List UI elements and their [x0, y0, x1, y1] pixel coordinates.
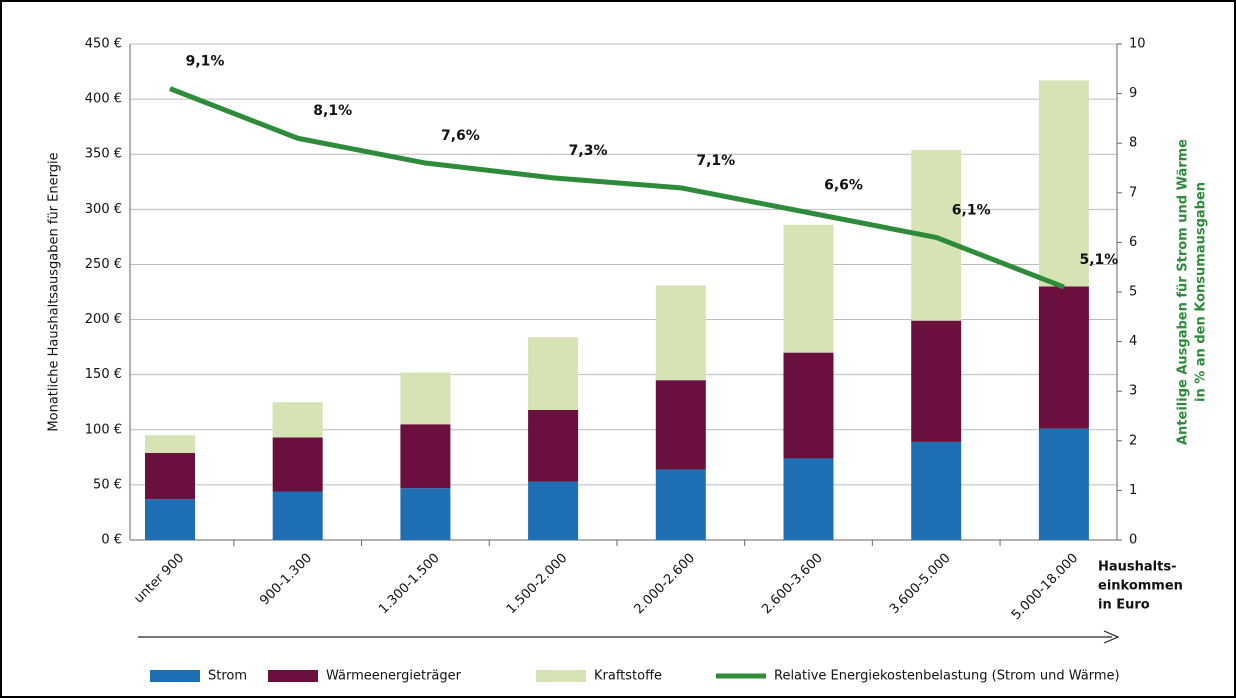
legend-label: Strom — [208, 669, 247, 684]
bar — [911, 320, 962, 442]
legend-label: Wärmeenergieträger — [326, 669, 462, 684]
bar — [400, 424, 451, 489]
y2-axis-label: in % an den Konsumausgaben — [1194, 182, 1209, 402]
data-label: 5,1% — [1079, 252, 1118, 268]
y-axis-label: Monatliche Haushaltsausgaben für Energie — [47, 152, 62, 431]
x-axis-label: Haushalts- — [1098, 560, 1176, 575]
data-label: 6,6% — [824, 178, 863, 194]
data-label: 9,1% — [186, 54, 225, 70]
arrow-head — [1103, 630, 1120, 644]
bar — [655, 285, 706, 381]
y-tick-label: 150 € — [85, 367, 122, 382]
y2-tick-label: 10 — [1129, 37, 1146, 52]
bar — [528, 481, 579, 540]
bar — [1038, 428, 1089, 540]
legend-swatch — [268, 670, 318, 682]
bar — [911, 441, 962, 540]
y2-axis-label: Anteilige Ausgaben für Strom und Wärme — [1176, 139, 1191, 445]
data-label: 8,1% — [313, 103, 352, 119]
y-tick-label: 350 € — [85, 147, 122, 162]
bar — [272, 437, 323, 492]
y2-tick-label: 5 — [1129, 285, 1137, 300]
x-axis-label: in Euro — [1098, 598, 1150, 613]
bar — [1038, 286, 1089, 429]
y2-tick-label: 4 — [1129, 334, 1137, 349]
bar — [400, 488, 451, 540]
y-tick-label: 200 € — [85, 312, 122, 327]
bar — [400, 372, 451, 425]
bar — [783, 352, 834, 459]
legend-label: Relative Energiekostenbelastung (Strom u… — [774, 669, 1120, 684]
y2-tick-label: 6 — [1129, 235, 1137, 250]
bar — [528, 409, 579, 482]
bar — [783, 224, 834, 353]
bar — [528, 337, 579, 410]
data-label: 7,1% — [696, 153, 735, 169]
legend-swatch — [150, 670, 200, 682]
bar — [783, 458, 834, 540]
y2-tick-label: 2 — [1129, 433, 1137, 448]
data-label: 7,3% — [569, 143, 608, 159]
y-tick-label: 50 € — [93, 477, 122, 492]
bar — [145, 452, 195, 500]
y-tick-label: 250 € — [85, 257, 122, 272]
bar — [655, 380, 706, 470]
y2-tick-label: 7 — [1129, 185, 1137, 200]
y-tick-label: 100 € — [85, 422, 122, 437]
data-label: 7,6% — [441, 128, 480, 144]
y-tick-label: 300 € — [85, 202, 122, 217]
legend-swatch — [536, 670, 586, 682]
line — [169, 86, 1065, 290]
bar — [655, 469, 706, 540]
y-tick-label: 450 € — [85, 37, 122, 52]
bar — [145, 435, 195, 453]
bar — [272, 402, 323, 438]
x-axis-label: einkommen — [1098, 579, 1183, 594]
bar — [1038, 80, 1089, 287]
y-tick-label: 400 € — [85, 92, 122, 107]
bar — [145, 499, 195, 540]
data-label: 6,1% — [952, 202, 991, 218]
bar — [272, 491, 323, 540]
y2-tick-label: 9 — [1129, 86, 1137, 101]
y2-tick-label: 1 — [1129, 483, 1137, 498]
y-tick-label: 0 € — [101, 533, 122, 548]
y2-tick-label: 0 — [1129, 533, 1137, 548]
y2-tick-label: 8 — [1129, 136, 1137, 151]
y2-tick-label: 3 — [1129, 384, 1137, 399]
legend-label: Kraftstoffe — [594, 669, 662, 684]
